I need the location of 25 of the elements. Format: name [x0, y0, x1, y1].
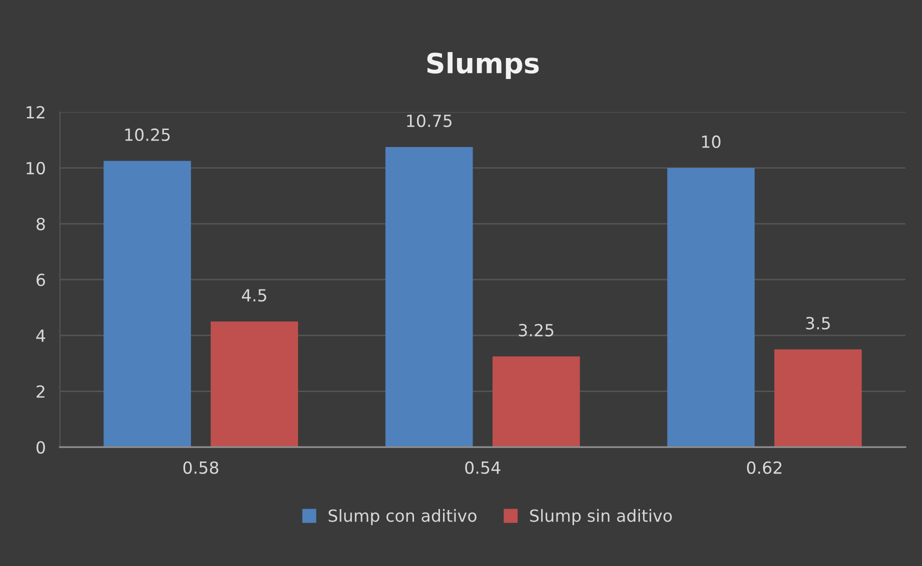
bar: [104, 160, 191, 448]
data-label: 10.75: [407, 114, 452, 128]
y-tick-label: 4: [36, 330, 46, 342]
data-label: 10.25: [125, 128, 170, 142]
data-label: 3.25: [518, 324, 554, 336]
bar: [492, 356, 580, 448]
bar: [385, 146, 473, 448]
y-tick-label: 2: [36, 385, 44, 398]
legend-label: Slump con aditivo: [328, 509, 476, 526]
x-tick-label: 0.54: [465, 461, 500, 474]
y-tick-label: 8: [36, 218, 45, 230]
legend-label: Slump sin aditivo: [530, 509, 672, 526]
data-label: 3.5: [806, 316, 830, 330]
y-tick-label: 12: [26, 106, 44, 118]
data-label: 10: [702, 135, 720, 148]
data-label: 4.5: [242, 289, 266, 302]
x-tick-label: 0.58: [183, 461, 218, 474]
bar: [774, 349, 862, 448]
bar: [210, 321, 298, 448]
x-tick-label: 0.62: [747, 461, 782, 474]
bar: [667, 168, 755, 448]
y-tick-label: 0: [36, 441, 45, 454]
y-tick-label: 10: [26, 162, 45, 174]
y-tick-label: 6: [36, 274, 45, 286]
chart-title: Slumps: [427, 52, 539, 79]
